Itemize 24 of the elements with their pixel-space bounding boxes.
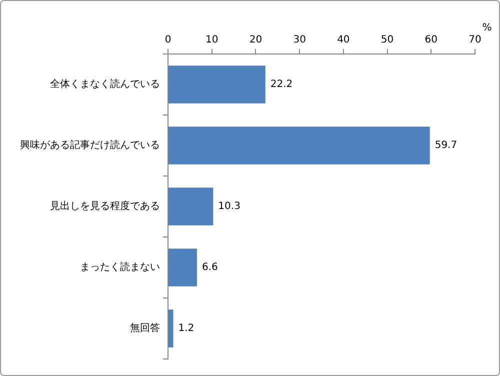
y-tick-label: 無回答 [130,322,160,334]
bar [168,248,197,286]
bar [168,126,430,164]
bar [168,310,174,348]
y-tick-label: まったく読まない [80,261,160,274]
y-tick-label: 見出しを見る程度である [50,200,160,212]
y-tick-label: 興味がある記事だけ読んでいる [20,139,160,152]
x-axis-title: % [482,22,492,34]
bar [168,188,214,226]
x-tick-label: 0 [164,34,172,46]
data-label: 59.7 [434,140,458,152]
data-label: 10.3 [218,201,240,212]
y-tick-label: 全体くまなく読んでいる [50,78,160,90]
bar [168,66,266,104]
x-tick-label: 30 [293,34,306,46]
data-label: 22.2 [270,79,293,90]
data-label: 1.2 [178,323,194,334]
x-tick-label: 20 [249,34,262,46]
x-tick-label: 10 [205,34,218,46]
x-tick-label: 70 [468,34,482,46]
data-label: 6.6 [202,262,218,274]
x-tick-label: 50 [380,34,394,46]
x-tick-label: 60 [424,34,438,46]
x-tick-label: 40 [337,34,350,46]
